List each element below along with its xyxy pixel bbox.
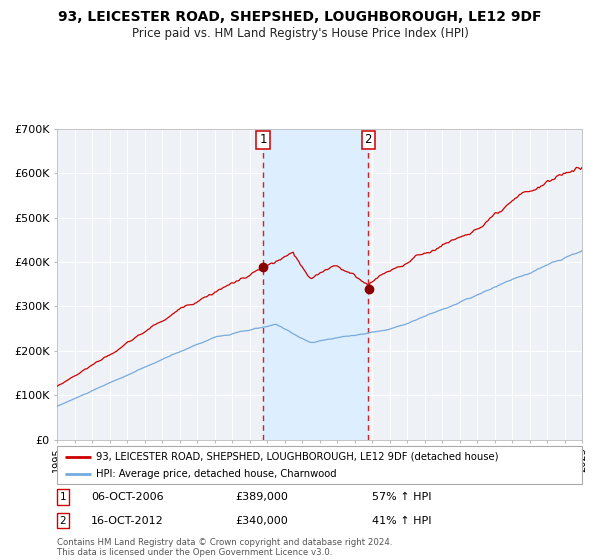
Text: Contains HM Land Registry data © Crown copyright and database right 2024.
This d: Contains HM Land Registry data © Crown c… bbox=[57, 538, 392, 557]
Text: 06-OCT-2006: 06-OCT-2006 bbox=[91, 492, 164, 502]
FancyBboxPatch shape bbox=[57, 446, 582, 484]
Text: 2: 2 bbox=[365, 133, 372, 147]
Text: HPI: Average price, detached house, Charnwood: HPI: Average price, detached house, Char… bbox=[97, 469, 337, 479]
Text: 16-OCT-2012: 16-OCT-2012 bbox=[91, 516, 164, 526]
Text: £340,000: £340,000 bbox=[235, 516, 288, 526]
Text: 41% ↑ HPI: 41% ↑ HPI bbox=[372, 516, 431, 526]
Text: Price paid vs. HM Land Registry's House Price Index (HPI): Price paid vs. HM Land Registry's House … bbox=[131, 27, 469, 40]
Bar bbox=[263, 129, 368, 440]
Text: 93, LEICESTER ROAD, SHEPSHED, LOUGHBOROUGH, LE12 9DF: 93, LEICESTER ROAD, SHEPSHED, LOUGHBOROU… bbox=[58, 10, 542, 24]
Text: 1: 1 bbox=[259, 133, 267, 147]
Text: £389,000: £389,000 bbox=[235, 492, 289, 502]
Text: 2: 2 bbox=[59, 516, 66, 526]
Text: 1: 1 bbox=[59, 492, 66, 502]
Text: 93, LEICESTER ROAD, SHEPSHED, LOUGHBOROUGH, LE12 9DF (detached house): 93, LEICESTER ROAD, SHEPSHED, LOUGHBOROU… bbox=[97, 451, 499, 461]
Text: 57% ↑ HPI: 57% ↑ HPI bbox=[372, 492, 431, 502]
